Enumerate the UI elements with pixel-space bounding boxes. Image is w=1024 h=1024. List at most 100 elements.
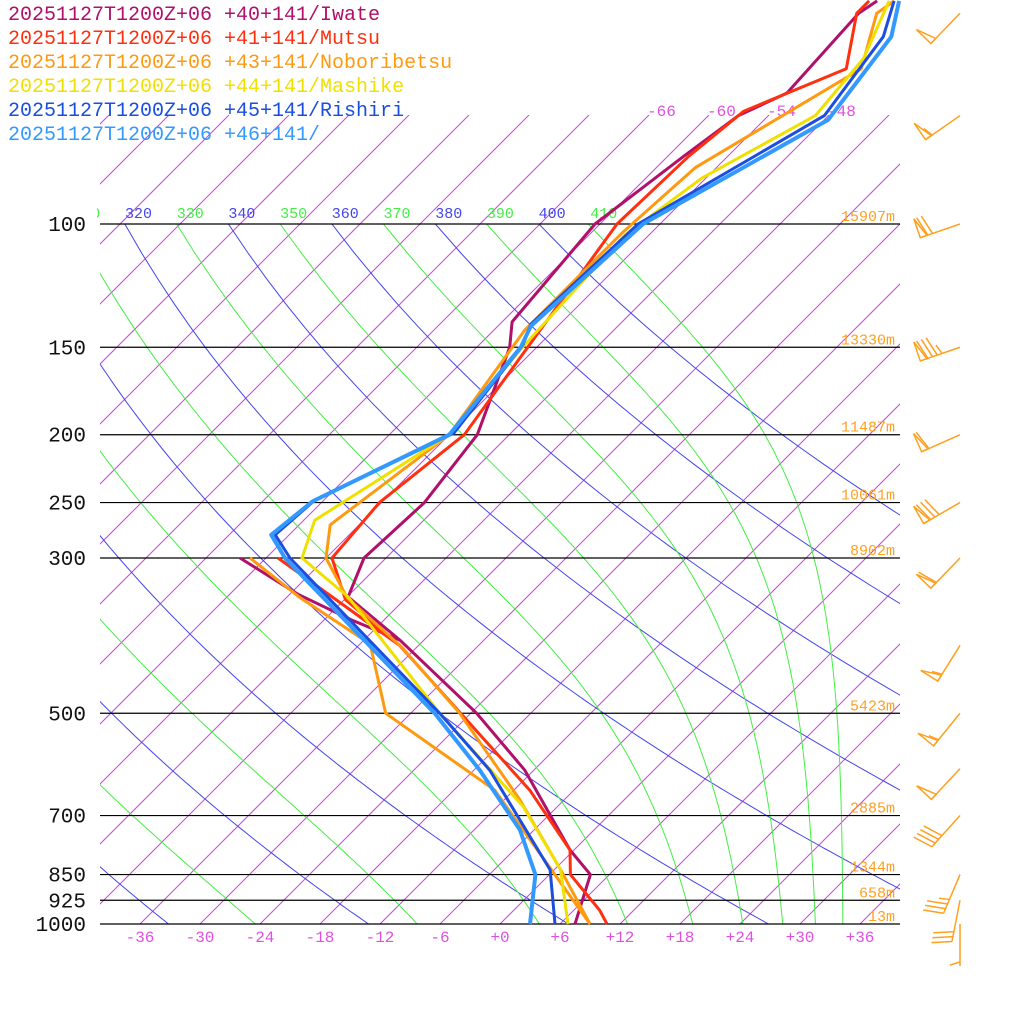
temperature-tick-label: -24: [246, 929, 275, 947]
barb-full: [931, 940, 953, 944]
moist-adiabat-line: [100, 784, 256, 924]
isotherm-line: [739, 763, 900, 924]
barb-full: [933, 930, 954, 934]
theta-label: 380: [435, 206, 462, 223]
pressure-label: 500: [48, 704, 86, 727]
barb-full: [920, 215, 934, 234]
temperature-tick-label: +30: [786, 929, 815, 947]
wind-barb: [913, 215, 961, 239]
wind-barbs: [912, 12, 961, 966]
isotherm-line: [100, 115, 710, 725]
temperature-tick-label: -18: [306, 929, 335, 947]
temperature-profile-line: [300, 0, 891, 925]
barb-pennant: [912, 505, 931, 525]
isotherm-line: [100, 115, 650, 665]
height-label: 11487m: [841, 420, 895, 437]
barb-pennant: [917, 732, 940, 747]
theta-label: 340: [228, 206, 255, 223]
wind-barb: [916, 768, 961, 801]
moist-adiabat-line: [587, 224, 844, 924]
legend: 20251127T1200Z+06 +40+141/Iwate 20251127T…: [8, 4, 452, 148]
isotherm-line: [679, 703, 900, 924]
theta-label: 360: [332, 206, 359, 223]
barb-pennant: [916, 785, 938, 801]
isotherm-line: [319, 343, 900, 924]
barb-full: [915, 340, 929, 359]
barb-full: [923, 909, 944, 914]
barb-pennant: [915, 573, 937, 590]
barb-staff: [951, 900, 961, 942]
barb-half: [949, 961, 961, 966]
temperature-profile-line: [330, 0, 871, 925]
isotherm-line: [100, 115, 590, 605]
height-label: 10061m: [841, 488, 895, 505]
temperature-profile-line: [324, 0, 895, 925]
legend-item: 20251127T1200Z+06 +41+141/Mutsu: [8, 28, 381, 51]
legend-item: 20251127T1200Z+06 +40+141/Iwate: [8, 4, 381, 27]
theta-label: 390: [487, 206, 514, 223]
legend-item: 20251127T1200Z+06 +46+141/: [8, 124, 321, 147]
dry-adiabat-line: [227, 224, 900, 791]
series-4: [300, 0, 891, 925]
temperature-tick-label: -30: [186, 929, 215, 947]
barb-full: [920, 501, 936, 518]
isotherm-line: [439, 463, 900, 924]
dry-adiabat-line: [331, 224, 900, 696]
isotherm-line: [259, 283, 900, 924]
wind-barb: [931, 900, 961, 944]
isotherm-line: [100, 115, 530, 545]
wind-barb: [915, 557, 961, 590]
series-6: [269, 0, 902, 925]
isotherm-label: -66: [647, 103, 676, 121]
moist-adiabat-line: [383, 224, 784, 924]
wind-barb: [917, 712, 961, 747]
isotherm-line: [100, 115, 350, 365]
barb-half: [938, 897, 950, 901]
wind-barb: [913, 815, 961, 848]
barb-half: [935, 344, 943, 354]
isotherm-label: -60: [707, 103, 736, 121]
pressure-label: 150: [48, 338, 86, 361]
barb-full: [913, 836, 933, 848]
theta-label: 350: [280, 206, 307, 223]
barb-full: [915, 217, 929, 236]
isotherm-line: [100, 115, 290, 305]
isotherm-line: [559, 583, 900, 924]
height-label: 13m: [868, 909, 895, 926]
isotherm-line: [799, 823, 900, 924]
height-label: 13330m: [841, 332, 895, 349]
height-label: 15907m: [841, 209, 895, 226]
theta-label: 400: [539, 206, 566, 223]
wind-barb: [913, 114, 961, 141]
isotherm-line: [199, 223, 900, 924]
barb-full: [925, 337, 938, 356]
isotherm-line: [100, 115, 410, 425]
isotherm-line: [920, 115, 1024, 924]
temperature-tick-label: +12: [606, 929, 635, 947]
barb-full: [920, 829, 939, 840]
barb-full: [920, 339, 934, 358]
barb-half: [931, 670, 943, 675]
temperature-tick-label: -6: [430, 929, 449, 947]
barb-pennant: [915, 28, 937, 45]
dry-adiabat-line: [538, 224, 900, 516]
barb-staff: [942, 874, 961, 914]
barb-pennant: [913, 218, 929, 239]
pressure-label: 100: [48, 215, 86, 238]
barb-full: [923, 825, 943, 837]
pressure-label: 200: [48, 426, 86, 449]
pressure-label: 700: [48, 807, 86, 830]
barb-full: [916, 832, 936, 844]
height-label: 5423m: [850, 698, 895, 715]
isotherm-line: [100, 115, 230, 245]
temperature-tick-label: +24: [726, 929, 755, 947]
barb-full: [918, 571, 937, 584]
isotherm-label: -48: [827, 103, 856, 121]
barb-full: [925, 904, 946, 910]
temperature-tick-label: +0: [490, 929, 509, 947]
secondary-profile-line: [249, 556, 592, 925]
pressure-label: 300: [48, 549, 86, 572]
temperature-tick-label: -36: [126, 929, 155, 947]
theta-label: 370: [384, 206, 411, 223]
